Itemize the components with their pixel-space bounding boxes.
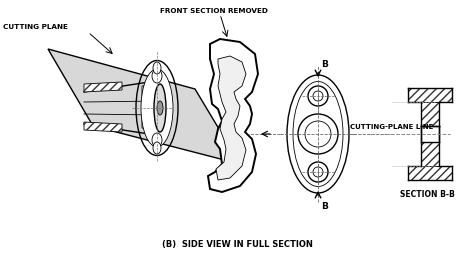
Ellipse shape bbox=[154, 85, 166, 133]
Polygon shape bbox=[84, 83, 122, 93]
Bar bbox=[421, 103, 439, 126]
Text: FRONT SECTION REMOVED: FRONT SECTION REMOVED bbox=[160, 8, 268, 14]
Bar bbox=[421, 126, 439, 142]
Text: CUTTING-PLANE LINE: CUTTING-PLANE LINE bbox=[350, 123, 433, 130]
Polygon shape bbox=[84, 122, 122, 133]
Ellipse shape bbox=[154, 85, 166, 133]
Bar bbox=[408, 89, 452, 103]
Bar bbox=[408, 166, 452, 180]
Ellipse shape bbox=[152, 70, 162, 84]
Text: B: B bbox=[321, 201, 328, 210]
Text: B: B bbox=[321, 60, 328, 69]
Ellipse shape bbox=[152, 133, 162, 147]
Bar bbox=[408, 166, 452, 180]
Bar bbox=[421, 142, 439, 166]
Ellipse shape bbox=[157, 102, 163, 116]
Ellipse shape bbox=[153, 142, 161, 154]
Polygon shape bbox=[48, 50, 240, 164]
Polygon shape bbox=[216, 57, 246, 180]
Polygon shape bbox=[142, 85, 158, 99]
Polygon shape bbox=[142, 117, 158, 131]
Ellipse shape bbox=[153, 63, 161, 75]
Text: (B)  SIDE VIEW IN FULL SECTION: (B) SIDE VIEW IN FULL SECTION bbox=[162, 239, 312, 248]
Ellipse shape bbox=[141, 70, 173, 147]
Text: CUTTING PLANE: CUTTING PLANE bbox=[3, 24, 68, 30]
Bar bbox=[408, 89, 452, 103]
Text: SECTION B-B: SECTION B-B bbox=[400, 189, 455, 198]
Ellipse shape bbox=[157, 102, 163, 116]
Bar bbox=[421, 103, 439, 126]
Bar bbox=[421, 142, 439, 166]
Polygon shape bbox=[208, 40, 258, 192]
